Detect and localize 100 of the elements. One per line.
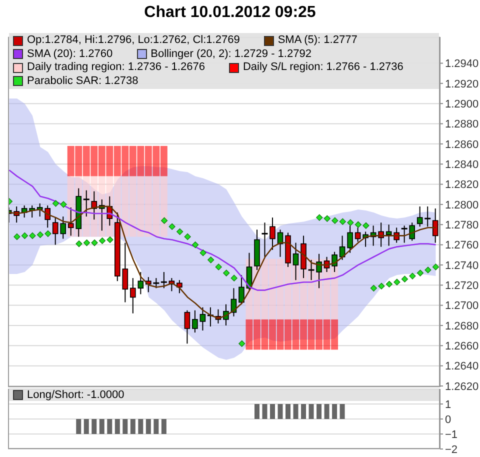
y-tick-label: 1.2620	[445, 380, 479, 393]
candlestick	[432, 208, 438, 244]
point	[378, 282, 385, 290]
y-tick-label: 1.2900	[445, 98, 479, 110]
bar	[284, 319, 292, 350]
y-tick-label: 1.2700	[445, 300, 479, 312]
bar	[122, 176, 129, 237]
candlestick	[184, 310, 190, 344]
y-tick-label: 1.2760	[445, 240, 479, 252]
point	[386, 280, 393, 288]
point	[192, 241, 199, 248]
line-series	[8, 169, 436, 291]
candlestick	[130, 278, 136, 314]
legend-label: Parabolic SAR: 1.2738	[27, 74, 138, 88]
bar	[331, 319, 338, 350]
point	[409, 272, 416, 280]
bar	[261, 319, 268, 350]
bar	[160, 176, 168, 237]
point	[200, 250, 206, 256]
candlestick	[160, 272, 168, 289]
point	[324, 215, 330, 222]
point	[14, 233, 20, 240]
point	[230, 274, 238, 282]
point	[184, 233, 191, 240]
bar	[300, 319, 307, 350]
candlestick	[138, 272, 144, 295]
bar	[144, 146, 152, 176]
bar	[137, 176, 144, 237]
candlestick	[238, 274, 244, 305]
point	[362, 222, 370, 229]
point	[44, 230, 52, 237]
y-tick-label: 1.2860	[445, 138, 479, 151]
bar	[269, 258, 276, 320]
y-tick-label: 1.2740	[445, 260, 479, 272]
point	[208, 256, 214, 264]
point	[370, 284, 377, 292]
legend-label: Daily trading region: 1.2736 - 1.2676	[27, 61, 205, 74]
point	[332, 217, 338, 224]
bar	[152, 146, 160, 176]
bar	[106, 146, 114, 176]
point	[91, 239, 98, 246]
point	[106, 236, 114, 244]
point	[83, 239, 90, 246]
point	[52, 200, 60, 207]
bar	[144, 176, 152, 237]
y-tick-label: −2	[445, 444, 458, 456]
point	[347, 219, 354, 226]
point	[176, 228, 184, 235]
bar	[276, 258, 284, 320]
candlestick	[416, 206, 423, 228]
bar	[160, 146, 168, 176]
point	[36, 231, 44, 238]
point	[416, 270, 424, 276]
bar	[261, 258, 268, 320]
y-tick-label: 1.2880	[445, 118, 479, 131]
y-tick-label: 1.2820	[445, 179, 479, 192]
legend-label: Daily S/L region: 1.2766 - 1.2736	[242, 61, 404, 74]
y-tick-label: 0	[445, 414, 452, 426]
legend-label: SMA (20): 1.2760	[27, 48, 113, 61]
bar	[253, 319, 260, 350]
point	[432, 264, 440, 270]
chart-title: Chart 10.01.2012 09:25	[143, 4, 317, 22]
bar	[292, 319, 300, 350]
point	[354, 221, 362, 228]
point	[161, 217, 168, 224]
bar	[246, 319, 253, 350]
candlestick	[386, 224, 392, 246]
point	[29, 232, 36, 240]
bar	[67, 146, 74, 176]
y-tick-label: 1	[445, 398, 452, 411]
candlestick	[122, 242, 128, 303]
point	[98, 237, 106, 244]
legend-label: Op:1.2784, Hi:1.2796, Lo:1.2762, Cl:1.2769	[27, 34, 240, 48]
y-tick-label: 1.2720	[445, 280, 479, 292]
bar	[114, 146, 121, 176]
bar	[122, 146, 129, 176]
candlestick	[424, 206, 432, 228]
point	[238, 340, 246, 347]
bar	[316, 319, 323, 350]
bar	[75, 146, 82, 176]
y-tick-label: 1.2940	[445, 58, 479, 70]
point	[60, 201, 67, 208]
bar	[82, 146, 90, 176]
candlestick	[176, 280, 182, 294]
candlestick	[200, 306, 206, 332]
y-tick-label: 1.2840	[445, 158, 479, 171]
point	[76, 240, 82, 248]
point	[394, 278, 400, 286]
bar	[129, 176, 136, 237]
y-tick-label: 1.2680	[445, 320, 479, 332]
bar	[90, 146, 98, 176]
point	[401, 276, 408, 282]
bar	[308, 319, 315, 350]
point	[339, 218, 346, 225]
legend-label: SMA (5): 1.2777	[278, 34, 358, 48]
candlestick	[260, 222, 268, 258]
y-tick-label: 1.2640	[445, 360, 479, 373]
candlestick	[270, 217, 276, 250]
bar	[323, 319, 330, 350]
point	[168, 223, 176, 230]
